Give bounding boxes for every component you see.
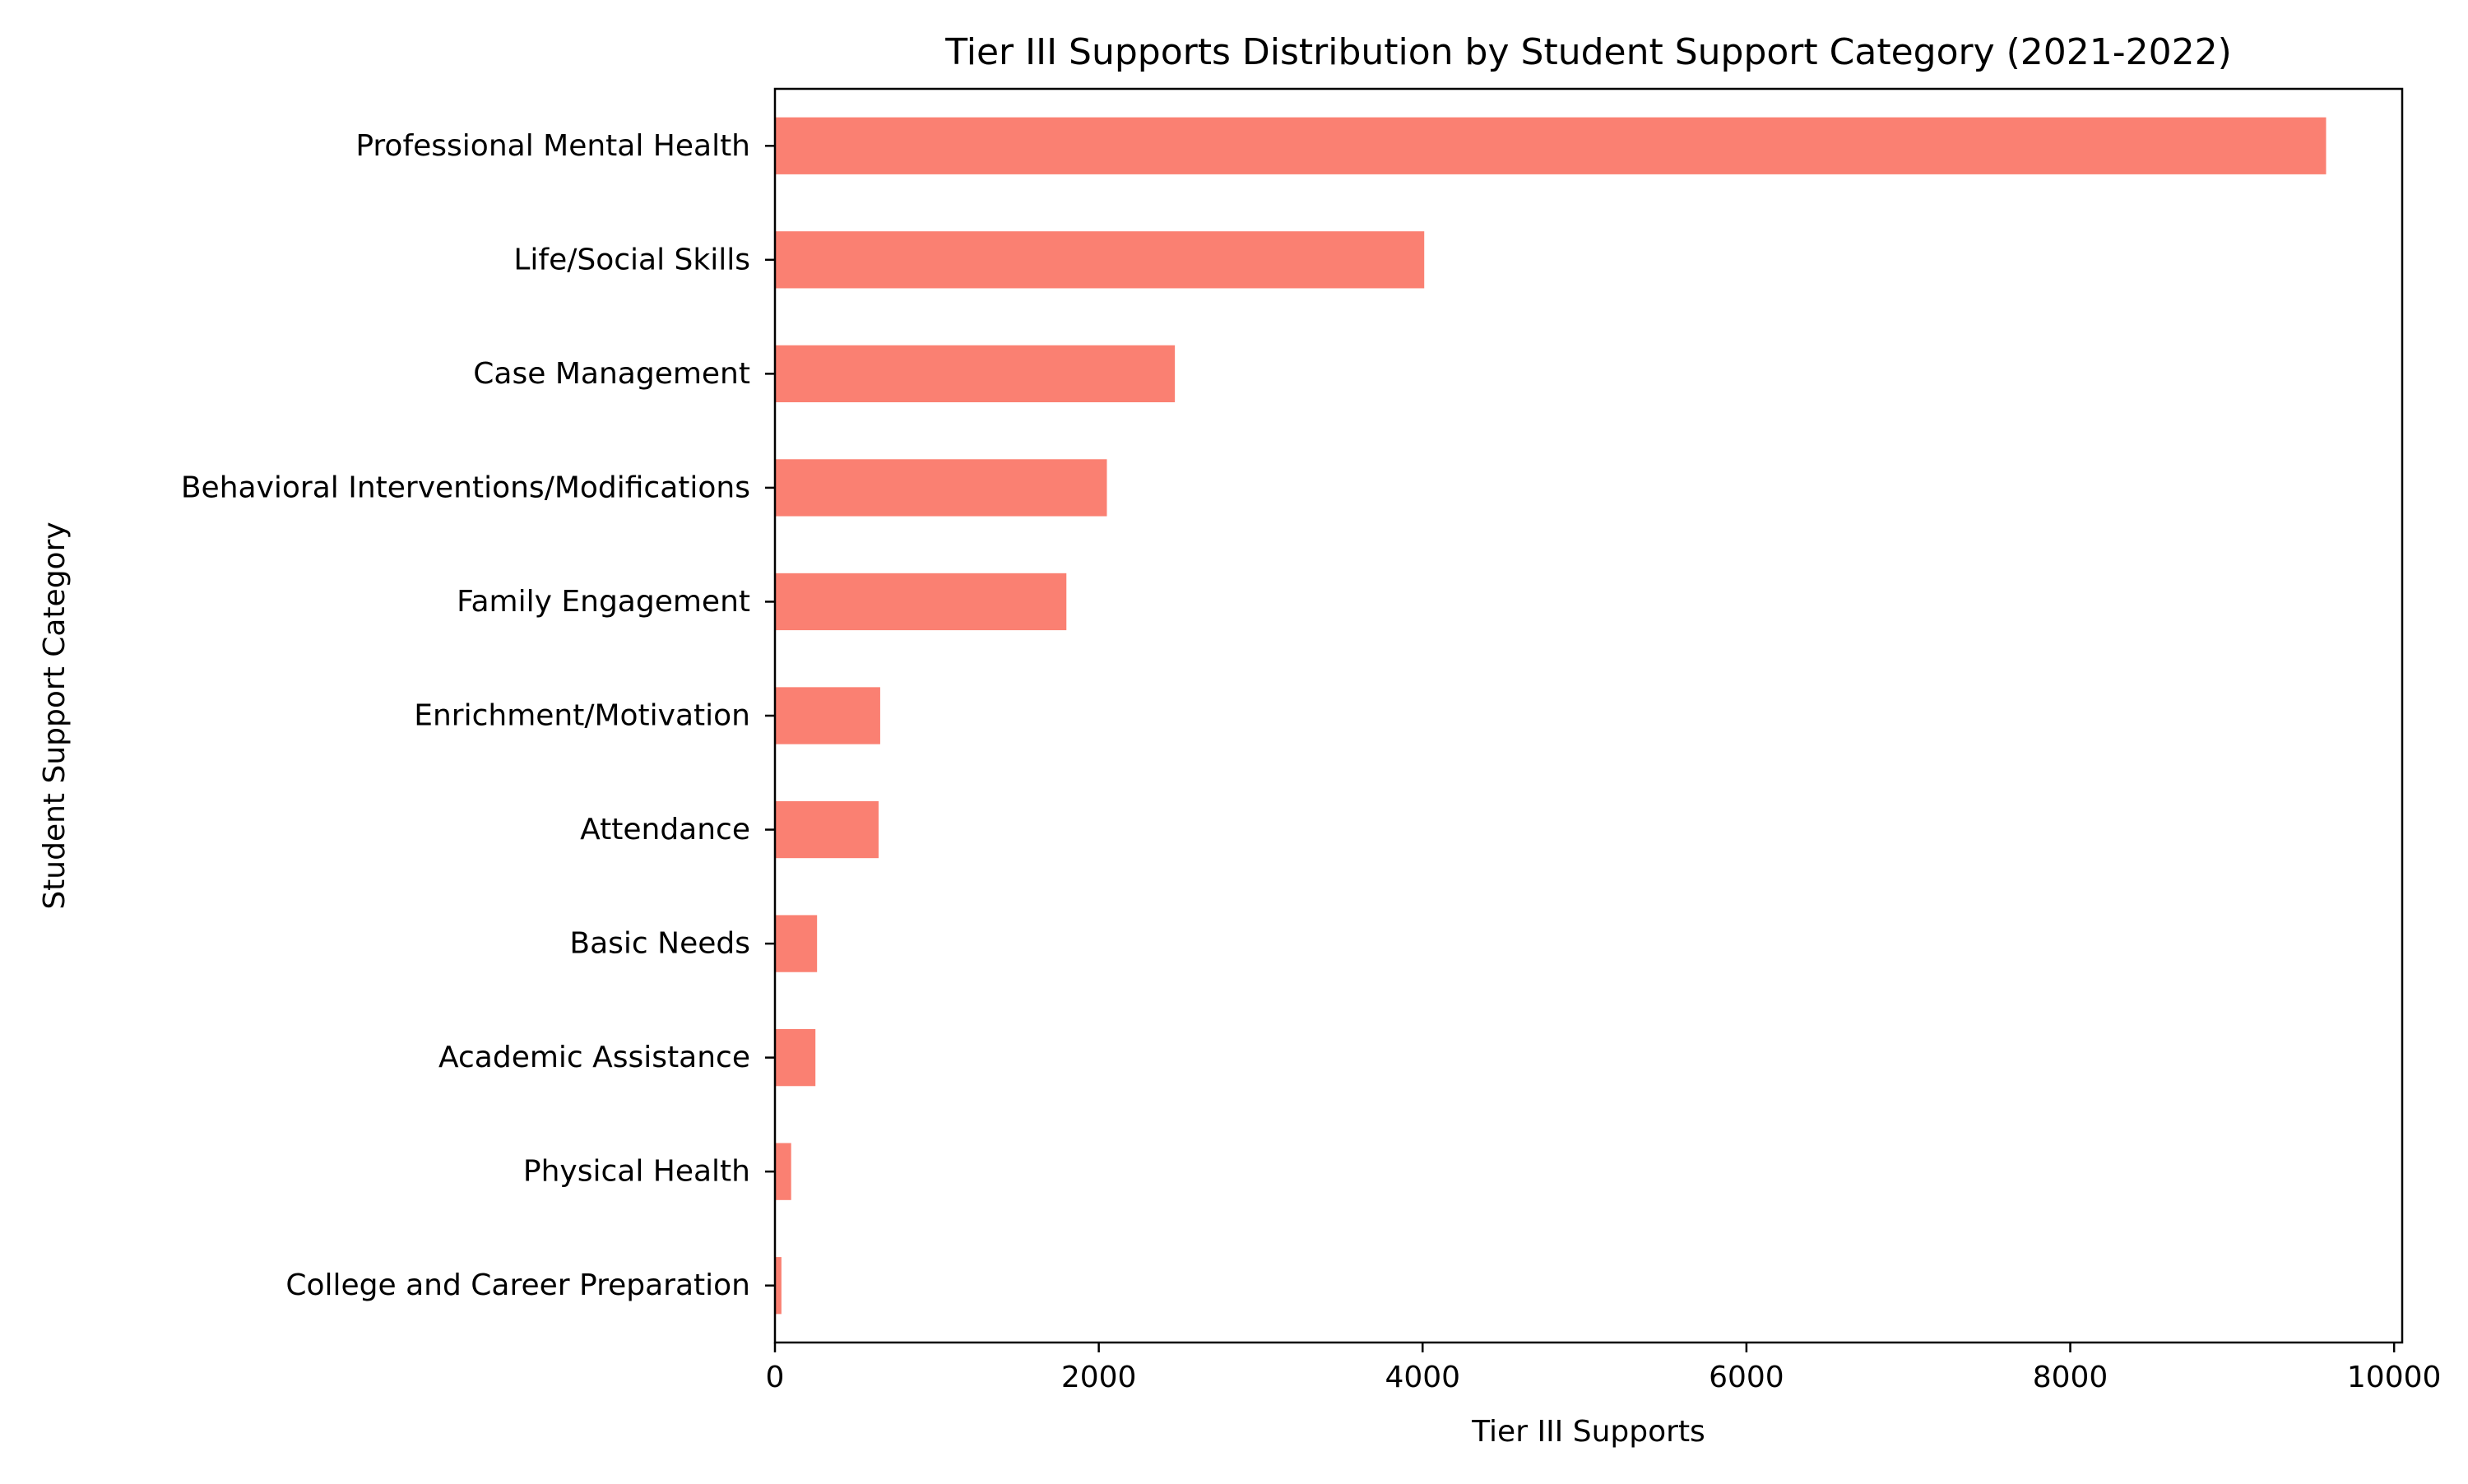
bar bbox=[775, 345, 1176, 402]
y-tick-label: College and Career Preparation bbox=[285, 1268, 750, 1302]
bar bbox=[775, 1143, 791, 1200]
y-tick-label: Basic Needs bbox=[569, 927, 750, 961]
y-tick-label: Physical Health bbox=[523, 1155, 750, 1189]
y-tick-label: Case Management bbox=[473, 357, 750, 391]
x-tick-label: 2000 bbox=[1061, 1361, 1137, 1394]
bar bbox=[775, 1029, 816, 1087]
x-tick-label: 10000 bbox=[2347, 1361, 2442, 1394]
y-tick-label: Family Engagement bbox=[457, 585, 750, 619]
x-tick-label: 8000 bbox=[2033, 1361, 2108, 1394]
x-axis-ticks: 0 2000 4000 6000 8000 10000 bbox=[766, 1343, 2442, 1394]
bar bbox=[775, 459, 1107, 517]
bar bbox=[775, 915, 818, 972]
bar bbox=[775, 800, 879, 859]
y-tick-label: Professional Mental Health bbox=[355, 129, 750, 163]
x-tick-label: 4000 bbox=[1385, 1361, 1460, 1394]
bar bbox=[775, 117, 2327, 174]
bars-group bbox=[775, 117, 2327, 1315]
y-tick-label: Attendance bbox=[580, 813, 750, 846]
bar bbox=[775, 231, 1425, 289]
y-axis-ticks: Professional Mental Health Life/Social Sk… bbox=[181, 129, 775, 1302]
y-tick-label: Behavioral Interventions/Modifications bbox=[181, 471, 750, 504]
y-axis-label: Student Support Category bbox=[38, 522, 72, 909]
bar bbox=[775, 687, 880, 744]
y-tick-label: Enrichment/Motivation bbox=[414, 699, 750, 733]
y-tick-label: Life/Social Skills bbox=[513, 243, 750, 276]
x-axis-label: Tier III Supports bbox=[1471, 1415, 1705, 1449]
chart-title: Tier III Supports Distribution by Studen… bbox=[944, 31, 2232, 73]
plot-area-frame bbox=[773, 87, 2404, 1344]
x-tick-label: 0 bbox=[766, 1361, 785, 1394]
x-tick-label: 6000 bbox=[1709, 1361, 1784, 1394]
bar bbox=[775, 573, 1067, 631]
bar bbox=[775, 1257, 782, 1315]
y-tick-label: Academic Assistance bbox=[438, 1041, 750, 1074]
